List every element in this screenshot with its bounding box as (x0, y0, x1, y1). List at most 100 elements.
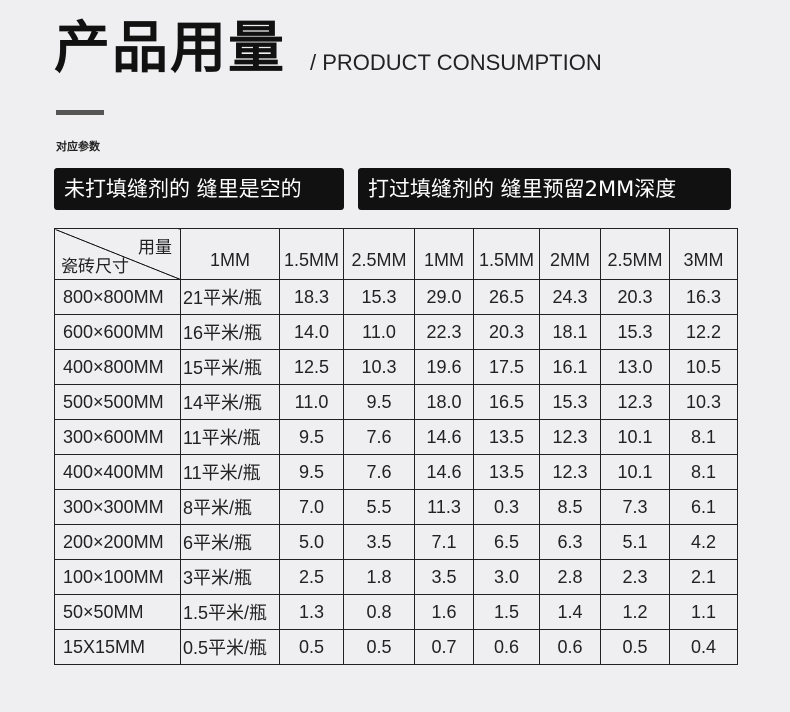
usage-cell: 9.5 (279, 454, 344, 490)
usage-cell: 16.1 (539, 349, 601, 385)
usage-cell: 2.5 (279, 559, 344, 595)
usage-cell: 0.5 (279, 629, 344, 665)
usage-cell: 12.3 (539, 419, 601, 455)
usage-cell: 8.5 (539, 489, 601, 525)
usage-cell: 16.5 (473, 384, 540, 420)
tile-size-cell: 400×400MM (54, 454, 181, 490)
usage-cell: 13.0 (600, 349, 670, 385)
tile-size-cell: 300×300MM (54, 489, 181, 525)
usage-cell: 7.1 (414, 524, 474, 560)
tile-size-cell: 50×50MM (54, 594, 181, 630)
usage-cell: 8.1 (669, 419, 738, 455)
table-row: 400×800MM 15平米/瓶 12.5 10.3 19.6 17.5 16.1 13.0 1… (54, 349, 738, 385)
column-header: 3MM (669, 228, 738, 280)
usage-cell: 10.1 (600, 419, 670, 455)
usage-cell: 19.6 (414, 349, 474, 385)
table-row: 100×100MM 3平米/瓶 2.5 1.8 3.5 3.0 2.8 2.3 2.1 (54, 559, 738, 595)
usage-cell: 1.5 (473, 594, 540, 630)
usage-cell: 3.5 (414, 559, 474, 595)
usage-cell: 20.3 (600, 279, 670, 315)
usage-cell: 1.4 (539, 594, 601, 630)
usage-cell: 15.3 (343, 279, 415, 315)
usage-cell: 3.5 (343, 524, 415, 560)
usage-cell: 11.3 (414, 489, 474, 525)
usage-cell: 10.5 (669, 349, 738, 385)
usage-cell: 18.1 (539, 314, 601, 350)
column-header: 1.5MM (279, 228, 344, 280)
page-title: 产品用量 (54, 16, 286, 81)
usage-cell: 11.0 (279, 384, 344, 420)
table-row: 500×500MM 14平米/瓶 11.0 9.5 18.0 16.5 15.3 12.3 10… (54, 384, 738, 420)
coverage-cell: 16平米/瓶 (180, 314, 280, 350)
usage-cell: 0.5 (600, 629, 670, 665)
page-subtitle: / PRODUCT CONSUMPTION (310, 50, 602, 75)
usage-cell: 12.3 (600, 384, 670, 420)
usage-cell: 5.5 (343, 489, 415, 525)
tag-filled: 打过填缝剂的 缝里预留2MM深度 (358, 168, 731, 210)
coverage-cell: 11平米/瓶 (180, 454, 280, 490)
usage-cell: 18.3 (279, 279, 344, 315)
corner-label-usage: 用量 (138, 238, 172, 257)
table-row: 300×600MM 11平米/瓶 9.5 7.6 14.6 13.5 12.3 10.1 8.1 (54, 419, 738, 455)
usage-cell: 0.6 (539, 629, 601, 665)
usage-cell: 15.3 (539, 384, 601, 420)
usage-cell: 9.5 (343, 384, 415, 420)
table-header-row: 用量 瓷砖尺寸 1MM 1.5MM 2.5MM 1MM 1.5MM 2MM 2.… (54, 228, 738, 280)
usage-cell: 12.2 (669, 314, 738, 350)
usage-cell: 13.5 (473, 419, 540, 455)
usage-cell: 6.3 (539, 524, 601, 560)
column-header: 2.5MM (343, 228, 415, 280)
coverage-cell: 1.5平米/瓶 (180, 594, 280, 630)
table-row: 800×800MM 21平米/瓶 18.3 15.3 29.0 26.5 24.3 20.3 1… (54, 279, 738, 315)
usage-cell: 22.3 (414, 314, 474, 350)
usage-cell: 10.3 (343, 349, 415, 385)
coverage-cell: 15平米/瓶 (180, 349, 280, 385)
usage-cell: 10.3 (669, 384, 738, 420)
tile-size-cell: 15X15MM (54, 629, 181, 665)
accent-bar (56, 110, 104, 115)
usage-cell: 10.1 (600, 454, 670, 490)
usage-cell: 1.1 (669, 594, 738, 630)
table-row: 50×50MM 1.5平米/瓶 1.3 0.8 1.6 1.5 1.4 1.2 1.1 (54, 594, 738, 630)
usage-cell: 3.0 (473, 559, 540, 595)
coverage-cell: 6平米/瓶 (180, 524, 280, 560)
table-row: 15X15MM 0.5平米/瓶 0.5 0.5 0.7 0.6 0.6 0.5 0.4 (54, 629, 738, 665)
table-corner-cell: 用量 瓷砖尺寸 (54, 228, 181, 280)
usage-cell: 0.8 (343, 594, 415, 630)
usage-cell: 0.4 (669, 629, 738, 665)
usage-cell: 14.6 (414, 454, 474, 490)
usage-cell: 8.1 (669, 454, 738, 490)
usage-cell: 2.8 (539, 559, 601, 595)
column-header: 1MM (414, 228, 474, 280)
usage-cell: 0.3 (473, 489, 540, 525)
usage-cell: 0.6 (473, 629, 540, 665)
tile-size-cell: 600×600MM (54, 314, 181, 350)
usage-cell: 14.0 (279, 314, 344, 350)
coverage-cell: 11平米/瓶 (180, 419, 280, 455)
coverage-cell: 0.5平米/瓶 (180, 629, 280, 665)
column-header: 1.5MM (473, 228, 540, 280)
usage-cell: 5.0 (279, 524, 344, 560)
usage-cell: 6.5 (473, 524, 540, 560)
usage-cell: 1.3 (279, 594, 344, 630)
tile-size-cell: 400×800MM (54, 349, 181, 385)
usage-cell: 1.8 (343, 559, 415, 595)
table-row: 400×400MM 11平米/瓶 9.5 7.6 14.6 13.5 12.3 10.1 8.1 (54, 454, 738, 490)
coverage-cell: 3平米/瓶 (180, 559, 280, 595)
coverage-cell: 8平米/瓶 (180, 489, 280, 525)
table-row: 600×600MM 16平米/瓶 14.0 11.0 22.3 20.3 18.1 15.3 1… (54, 314, 738, 350)
usage-cell: 1.2 (600, 594, 670, 630)
usage-cell: 7.0 (279, 489, 344, 525)
usage-cell: 4.2 (669, 524, 738, 560)
column-header: 2.5MM (600, 228, 670, 280)
usage-cell: 11.0 (343, 314, 415, 350)
usage-cell: 13.5 (473, 454, 540, 490)
column-header: 1MM (180, 228, 280, 280)
usage-cell: 2.1 (669, 559, 738, 595)
tag-unfilled: 未打填缝剂的 缝里是空的 (54, 168, 344, 210)
coverage-cell: 21平米/瓶 (180, 279, 280, 315)
usage-cell: 6.1 (669, 489, 738, 525)
usage-cell: 17.5 (473, 349, 540, 385)
usage-cell: 0.5 (343, 629, 415, 665)
usage-cell: 14.6 (414, 419, 474, 455)
